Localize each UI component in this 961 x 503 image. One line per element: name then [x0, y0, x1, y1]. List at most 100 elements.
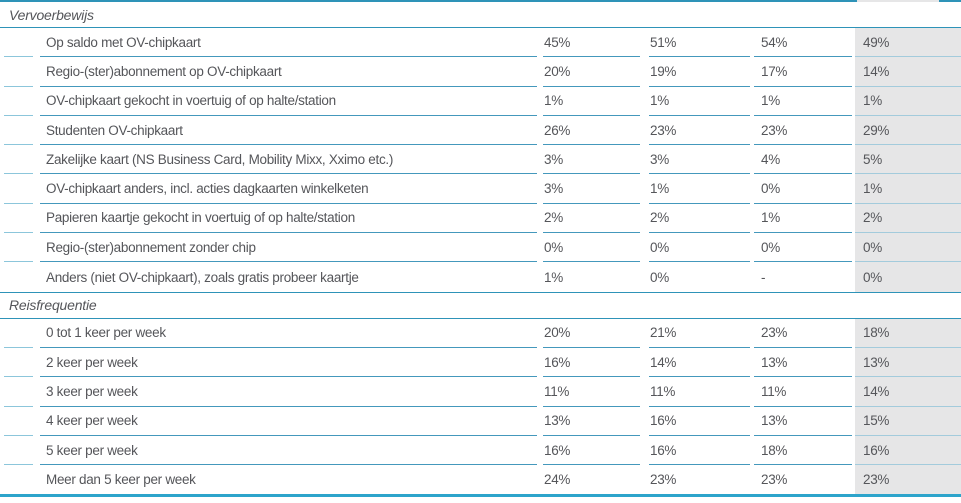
row-indent [4, 87, 33, 116]
table-row: 2 keer per week 16% 14% 13% 13% [0, 347, 961, 378]
row-label: Zakelijke kaart (NS Business Card, Mobil… [40, 145, 537, 175]
row-value: 19% [649, 57, 750, 87]
section-rows: Op saldo met OV-chipkaart 45% 51% 54% 49… [0, 28, 961, 292]
table-row: Op saldo met OV-chipkaart 45% 51% 54% 49… [0, 28, 961, 58]
row-value: 0% [855, 233, 961, 263]
row-indent [4, 57, 33, 87]
section-title: Reisfrequentie [9, 297, 97, 314]
row-value: 13% [543, 407, 640, 436]
row-value: 11% [543, 377, 640, 407]
table-row: 3 keer per week 11% 11% 11% 14% [0, 377, 961, 407]
row-value: 1% [649, 87, 750, 116]
row-indent [4, 319, 33, 348]
row-value: 16% [543, 348, 640, 378]
row-indent [4, 116, 33, 146]
row-value: 0% [855, 262, 961, 292]
row-indent [4, 28, 33, 58]
row-value: 1% [754, 87, 852, 116]
row-label: OV-chipkaart anders, incl. acties dagkaa… [40, 174, 537, 204]
row-label: Regio-(ster)abonnement op OV-chipkaart [40, 57, 537, 87]
row-label: Papieren kaartje gekocht in voertuig of … [40, 204, 537, 234]
row-value: 24% [544, 472, 571, 488]
row-label: 4 keer per week [40, 407, 537, 436]
row-value: 14% [649, 348, 750, 378]
table-section: Reisfrequentie 0 tot 1 keer per week 20%… [0, 293, 961, 495]
row-value: 2% [855, 203, 961, 234]
table-row: Meer dan 5 keer per week 24% 23% 23% 23% [0, 465, 961, 495]
row-label: Anders (niet OV-chipkaart), zoals gratis… [46, 269, 359, 285]
row-value: 1% [855, 174, 961, 204]
table-section: Vervoerbewijs Op saldo met OV-chipkaart … [0, 2, 961, 293]
row-value: 13% [754, 407, 852, 436]
row-value: 16% [855, 435, 961, 466]
row-value: 0% [754, 174, 852, 204]
row-value: 0% [650, 269, 669, 285]
row-value: 29% [855, 115, 961, 146]
row-label: 2 keer per week [40, 348, 537, 378]
table-row: OV-chipkaart gekocht in voertuig of op h… [0, 86, 961, 116]
row-value: 23% [761, 472, 788, 488]
row-value: 15% [855, 406, 961, 436]
row-indent [4, 377, 33, 407]
row-label: Meer dan 5 keer per week [46, 472, 196, 488]
row-value: 23% [754, 319, 852, 348]
row-value: 0% [754, 233, 852, 263]
row-value: 20% [543, 57, 640, 87]
row-value: 20% [543, 319, 640, 348]
row-value: 3% [649, 145, 750, 175]
table-row: Papieren kaartje gekocht in voertuig of … [0, 203, 961, 234]
row-value: 49% [855, 28, 961, 58]
row-indent [4, 233, 33, 263]
row-value: 1% [754, 204, 852, 234]
row-value: 3% [543, 174, 640, 204]
table-row: Studenten OV-chipkaart 26% 23% 23% 29% [0, 115, 961, 146]
row-value: 18% [754, 436, 852, 466]
table-row: Zakelijke kaart (NS Business Card, Mobil… [0, 145, 961, 175]
row-value: 11% [649, 377, 750, 407]
section-header: Vervoerbewijs [0, 2, 961, 28]
section-rows: 0 tot 1 keer per week 20% 21% 23% 18% 2 … [0, 318, 961, 495]
section-header: Reisfrequentie [0, 293, 961, 319]
row-value: 23% [649, 116, 750, 146]
row-label: Regio-(ster)abonnement zonder chip [40, 233, 537, 263]
row-value: 13% [855, 347, 961, 378]
row-value: 18% [855, 318, 961, 348]
row-value: 21% [649, 319, 750, 348]
row-indent [4, 436, 33, 466]
row-value: 5% [855, 145, 961, 175]
row-indent [4, 174, 33, 204]
row-value: 11% [754, 377, 852, 407]
row-value: 14% [855, 57, 961, 87]
row-value: 54% [754, 28, 852, 58]
table-row: Regio-(ster)abonnement op OV-chipkaart 2… [0, 57, 961, 87]
row-value: 0% [649, 233, 750, 263]
row-value: 3% [543, 145, 640, 175]
row-indent [4, 348, 33, 378]
row-value: 2% [543, 204, 640, 234]
table-row: 5 keer per week 16% 16% 18% 16% [0, 435, 961, 466]
section-title: Vervoerbewijs [9, 6, 94, 23]
row-value: 13% [754, 348, 852, 378]
table-row: Regio-(ster)abonnement zonder chip 0% 0%… [0, 233, 961, 263]
row-value: 0% [543, 233, 640, 263]
table-bottom-border [0, 494, 961, 498]
row-value: 23% [855, 465, 961, 495]
row-label: 0 tot 1 keer per week [40, 319, 537, 348]
row-value: 16% [649, 436, 750, 466]
row-value: 26% [543, 116, 640, 146]
row-indent [4, 204, 33, 234]
row-indent [4, 262, 33, 291]
table-row: 4 keer per week 13% 16% 13% 15% [0, 406, 961, 436]
row-value: 23% [754, 116, 852, 146]
row-value: 23% [650, 472, 677, 488]
row-value: 1% [544, 269, 563, 285]
row-value: 16% [543, 436, 640, 466]
row-label: 5 keer per week [40, 436, 537, 466]
row-indent [4, 145, 33, 175]
highlight-column-top-sliver [857, 0, 939, 2]
row-value: 14% [855, 377, 961, 407]
row-label: 3 keer per week [40, 377, 537, 407]
row-value: 45% [543, 28, 640, 58]
row-value: - [761, 269, 766, 285]
